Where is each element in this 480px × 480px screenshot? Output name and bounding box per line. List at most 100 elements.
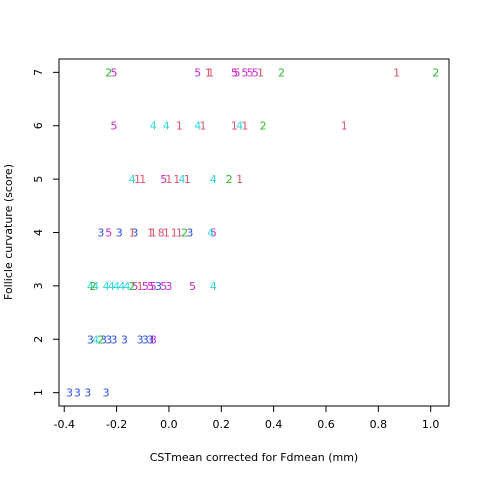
data-point: 4	[207, 227, 214, 240]
data-point: 5	[241, 66, 248, 79]
data-point: 3	[116, 227, 123, 240]
x-tick-label: -0.2	[106, 418, 127, 431]
data-point: 3	[103, 387, 110, 400]
x-tick-label: -0.4	[54, 418, 75, 431]
data-point: 3	[74, 387, 81, 400]
data-point: 8	[158, 227, 165, 240]
data-point: 1	[173, 173, 180, 186]
data-point: 3	[87, 333, 94, 346]
x-tick-label: 1.0	[422, 418, 440, 431]
data-point: 4	[179, 173, 186, 186]
x-tick-label: 0.4	[265, 418, 283, 431]
data-point: 5	[110, 120, 117, 133]
data-point: 3	[110, 333, 117, 346]
x-axis-title: CSTmean corrected for Fdmean (mm)	[150, 451, 358, 464]
data-point: 1	[231, 120, 238, 133]
y-axis-title: Follicle curvature (score)	[2, 164, 15, 300]
data-point: 1	[139, 173, 146, 186]
data-point: 4	[118, 280, 125, 293]
data-points: 1 221555551152512141141445124141151145432…	[66, 66, 439, 399]
data-point: 4	[129, 173, 136, 186]
data-point: 1	[236, 173, 243, 186]
data-point: 2	[129, 280, 136, 293]
data-point: 1	[184, 173, 191, 186]
data-point: 5	[160, 173, 167, 186]
data-point: 1	[341, 120, 348, 133]
data-point: 5	[147, 280, 154, 293]
data-point: 3	[165, 280, 172, 293]
y-tick-label: 3	[32, 282, 45, 289]
data-point: 2	[105, 66, 112, 79]
data-point: 4	[103, 280, 110, 293]
data-point: 4	[210, 280, 217, 293]
data-point: 2	[260, 120, 267, 133]
y-tick-label: 6	[32, 122, 45, 129]
data-point: 1	[176, 227, 183, 240]
data-point: 1	[393, 66, 400, 79]
data-point: 1	[165, 173, 172, 186]
data-point: 1	[171, 227, 178, 240]
data-point: 1	[176, 120, 183, 133]
data-point: 8	[150, 333, 157, 346]
data-point: 3	[137, 333, 144, 346]
data-point: 3	[66, 387, 73, 400]
data-point: 1	[163, 227, 170, 240]
data-point: 5	[105, 227, 112, 240]
data-point: 3	[84, 387, 91, 400]
data-point: 4	[150, 120, 157, 133]
y-tick-label: 1	[32, 389, 45, 396]
data-point: 4	[92, 280, 99, 293]
y-tick-label: 7	[32, 69, 45, 76]
x-axis: -0.4 -0.2 0.0 0.2 0.4 0.6 0.8 1.0	[54, 405, 440, 431]
x-tick-label: 0.6	[317, 418, 335, 431]
data-point: 5	[247, 66, 254, 79]
data-point: 1	[241, 120, 248, 133]
data-point: 3	[142, 333, 149, 346]
data-point: 4	[210, 173, 217, 186]
data-point: 5	[189, 280, 196, 293]
x-tick-label: 0.0	[160, 418, 178, 431]
y-tick-label: 4	[32, 229, 45, 236]
data-point: 3	[147, 333, 154, 346]
data-point: 2	[97, 333, 104, 346]
data-point: 5	[160, 280, 167, 293]
data-point: 2	[432, 66, 439, 79]
x-tick-label: 0.2	[213, 418, 231, 431]
data-point: 4	[87, 280, 94, 293]
data-point: 5	[194, 66, 201, 79]
data-point: 3	[100, 333, 107, 346]
data-point: 3	[186, 227, 193, 240]
data-point: 2	[278, 66, 285, 79]
data-point: 4	[163, 120, 170, 133]
data-point: 1	[137, 280, 144, 293]
data-point: 3	[97, 227, 104, 240]
data-point: 1	[205, 66, 212, 79]
data-point: 3	[155, 280, 162, 293]
data-point: 2	[90, 280, 97, 293]
data-point: 3	[131, 227, 138, 240]
data-point: 3	[121, 333, 128, 346]
y-axis: 1 2 3 4 5 6 7	[32, 69, 60, 396]
data-point: 1	[129, 227, 136, 240]
data-point: 2	[226, 173, 233, 186]
data-point: 4	[194, 120, 201, 133]
data-point: 5	[131, 280, 138, 293]
data-point: 1	[207, 66, 214, 79]
data-point: 4	[124, 280, 131, 293]
data-point: 4	[92, 333, 99, 346]
data-point: 5	[231, 66, 238, 79]
data-point: 1	[257, 66, 264, 79]
data-point: 5	[210, 227, 217, 240]
data-point: 4	[113, 280, 120, 293]
data-point: 5	[252, 66, 259, 79]
data-point: 1	[134, 173, 141, 186]
data-point: 1	[199, 120, 206, 133]
data-point: 3	[105, 333, 112, 346]
data-point: 1	[150, 227, 157, 240]
data-point: 5	[150, 280, 157, 293]
y-tick-label: 5	[32, 176, 45, 183]
data-point: 5	[233, 66, 240, 79]
x-tick-label: 0.8	[370, 418, 388, 431]
data-point: 2	[181, 227, 188, 240]
